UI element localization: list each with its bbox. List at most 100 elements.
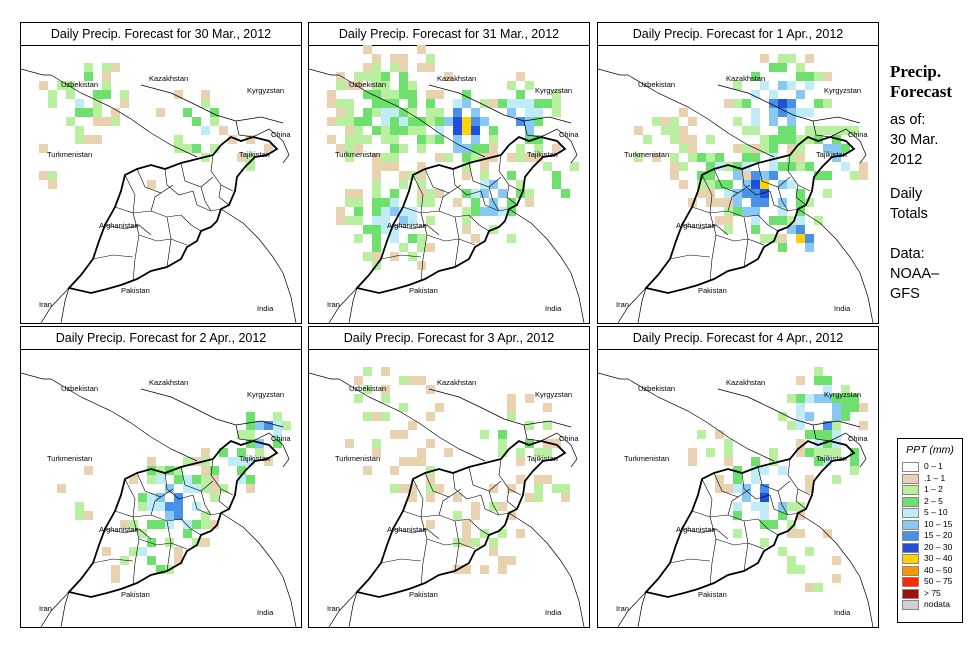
- precip-cell: [814, 126, 823, 135]
- precip-cell: [354, 376, 363, 385]
- precip-cell: [345, 108, 354, 117]
- precip-cell: [471, 108, 480, 117]
- forecast-map: Uzbekistan Kazakhstan Kyrgyzstan Turkmenist…: [598, 54, 874, 323]
- precip-cell: [471, 126, 480, 135]
- precip-cell: [769, 99, 778, 108]
- precip-cell: [507, 207, 516, 216]
- precip-cell: [408, 493, 417, 502]
- province-border: [701, 478, 713, 518]
- precip-cell: [814, 583, 823, 592]
- precip-cell: [670, 135, 679, 144]
- sidebar-title: Precip. Forecast: [890, 62, 952, 102]
- country-border: [348, 287, 358, 323]
- precip-cell: [787, 108, 796, 117]
- precip-cell: [688, 448, 697, 457]
- precip-cell: [345, 81, 354, 90]
- precip-cell: [183, 144, 192, 153]
- precip-cell: [471, 207, 480, 216]
- precip-cell: [138, 529, 147, 538]
- precip-cell: [688, 117, 697, 126]
- precip-cell: [489, 502, 498, 511]
- province-border: [392, 528, 440, 540]
- precip-cell: [552, 90, 561, 99]
- precip-cell: [417, 261, 426, 270]
- legend-label: 1 – 2: [924, 484, 943, 494]
- precip-cell: [372, 90, 381, 99]
- country-label-iran: Iran: [327, 300, 340, 309]
- daily-totals-note: Daily Totals: [890, 184, 928, 224]
- province-border: [747, 542, 765, 550]
- precip-cell: [426, 412, 435, 421]
- as-of-day: 30 Mar.: [890, 132, 939, 148]
- province-border: [192, 190, 222, 212]
- precip-cell: [661, 126, 670, 135]
- precip-cell: [390, 90, 399, 99]
- precip-cell: [652, 117, 661, 126]
- country-border: [637, 287, 647, 323]
- legend-item: 15 – 20: [898, 530, 962, 542]
- precip-cell: [426, 117, 435, 126]
- precip-cell: [480, 153, 489, 162]
- precip-cell: [363, 367, 372, 376]
- precip-cell: [787, 135, 796, 144]
- province-border: [132, 212, 140, 282]
- precip-cell: [129, 547, 138, 556]
- precip-cell: [345, 144, 354, 153]
- legend-item: 1 – 2: [898, 484, 962, 496]
- province-border: [747, 238, 765, 246]
- precip-cell: [453, 99, 462, 108]
- precip-cell: [543, 475, 552, 484]
- precip-cell: [336, 72, 345, 81]
- precip-cell: [408, 207, 417, 216]
- precip-cell: [75, 511, 84, 520]
- precip-cell: [462, 216, 471, 225]
- country-border: [252, 128, 290, 164]
- precip-cell: [93, 108, 102, 117]
- precip-cell: [183, 520, 192, 529]
- panel-title: Daily Precip. Forecast for 3 Apr., 2012: [309, 327, 589, 350]
- precip-cell: [84, 511, 93, 520]
- precip-cell: [417, 448, 426, 457]
- precip-cell: [760, 189, 769, 198]
- precip-cell: [787, 144, 796, 153]
- precip-cell: [228, 135, 237, 144]
- country-border: [21, 372, 51, 380]
- precip-cell: [796, 144, 805, 153]
- precip-cell: [733, 207, 742, 216]
- afghanistan-outline: [67, 135, 279, 294]
- precip-cell: [210, 117, 219, 126]
- country-label-pakistan: Pakistan: [698, 590, 727, 599]
- province-border: [777, 186, 789, 212]
- precip-cell: [426, 475, 435, 484]
- legend-item: 50 – 75: [898, 576, 962, 588]
- province-border: [200, 186, 212, 212]
- precip-cell: [516, 448, 525, 457]
- precip-cell: [417, 189, 426, 198]
- precip-cell: [174, 547, 183, 556]
- precip-cell: [489, 99, 498, 108]
- precip-cell: [814, 99, 823, 108]
- precip-cell: [435, 484, 444, 493]
- province-border: [795, 184, 807, 206]
- province-border: [150, 192, 162, 212]
- precip-cell: [552, 144, 561, 153]
- precip-cell: [498, 448, 507, 457]
- country-label-afghanistan: Afghanistan: [387, 221, 427, 230]
- precip-cell: [174, 502, 183, 511]
- precip-cell: [796, 403, 805, 412]
- precip-cell: [345, 126, 354, 135]
- country-label-turkmenistan: Turkmenistan: [47, 150, 92, 159]
- precip-cell: [462, 520, 471, 529]
- country-border: [829, 128, 867, 164]
- precip-cell: [814, 430, 823, 439]
- precip-cell: [399, 108, 408, 117]
- province-border: [498, 458, 522, 496]
- precip-cell: [363, 63, 372, 72]
- province-border: [124, 478, 136, 518]
- precip-cell: [733, 484, 742, 493]
- precip-cell: [471, 234, 480, 243]
- country-label-india: India: [834, 608, 851, 617]
- legend-label: nodata: [924, 599, 950, 609]
- precip-cell: [832, 153, 841, 162]
- precip-cell: [787, 117, 796, 126]
